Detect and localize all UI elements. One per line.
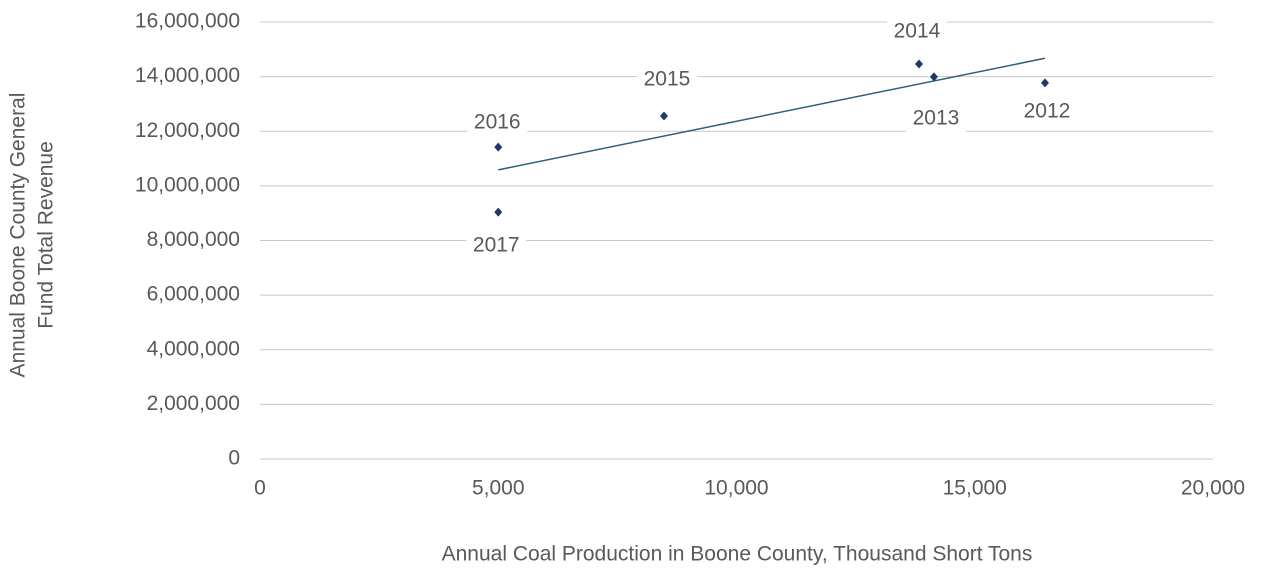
data-label-background xyxy=(636,66,697,93)
x-tick-label: 15,000 xyxy=(943,477,1007,500)
y-axis-title-line: Annual Boone County General xyxy=(7,93,30,378)
y-tick-label: 16,000,000 xyxy=(135,10,240,33)
point xyxy=(929,72,938,82)
y-tick-label: 2,000,000 xyxy=(147,392,240,415)
data-label-background xyxy=(1016,98,1077,125)
data-label: 2017 xyxy=(473,234,520,257)
point xyxy=(494,142,503,152)
x-tick-label: 0 xyxy=(254,477,266,500)
data-label: 2012 xyxy=(1024,99,1071,122)
y-tick-label: 10,000,000 xyxy=(135,173,240,196)
y-tick-label: 6,000,000 xyxy=(147,283,240,306)
x-tick-label: 5,000 xyxy=(472,477,525,500)
data-label: 2016 xyxy=(474,111,521,134)
x-tick-label: 20,000 xyxy=(1181,477,1245,500)
y-tick-label: 12,000,000 xyxy=(135,119,240,142)
data-label-background xyxy=(905,105,966,132)
data-label-background xyxy=(886,19,947,46)
y-tick-label: 14,000,000 xyxy=(135,64,240,87)
data-label: 2015 xyxy=(644,68,691,91)
data-label: 2013 xyxy=(913,106,960,129)
y-axis-title-line: Fund Total Revenue xyxy=(35,141,58,329)
y-tick-label: 4,000,000 xyxy=(147,337,240,360)
x-axis-title: Annual Coal Production in Boone County, … xyxy=(442,543,1033,566)
data-label-background xyxy=(466,233,527,260)
x-tick-label: 10,000 xyxy=(704,477,768,500)
point xyxy=(914,59,923,69)
y-tick-label: 0 xyxy=(228,447,240,470)
point xyxy=(659,111,668,121)
y-axis-title: Annual Boone County General Fund Total R… xyxy=(7,93,58,378)
point xyxy=(494,207,503,217)
point xyxy=(1040,78,1049,88)
trendline xyxy=(498,57,1046,171)
y-tick-label: 8,000,000 xyxy=(147,228,240,251)
data-label-background xyxy=(467,110,528,137)
data-label: 2014 xyxy=(894,20,941,43)
